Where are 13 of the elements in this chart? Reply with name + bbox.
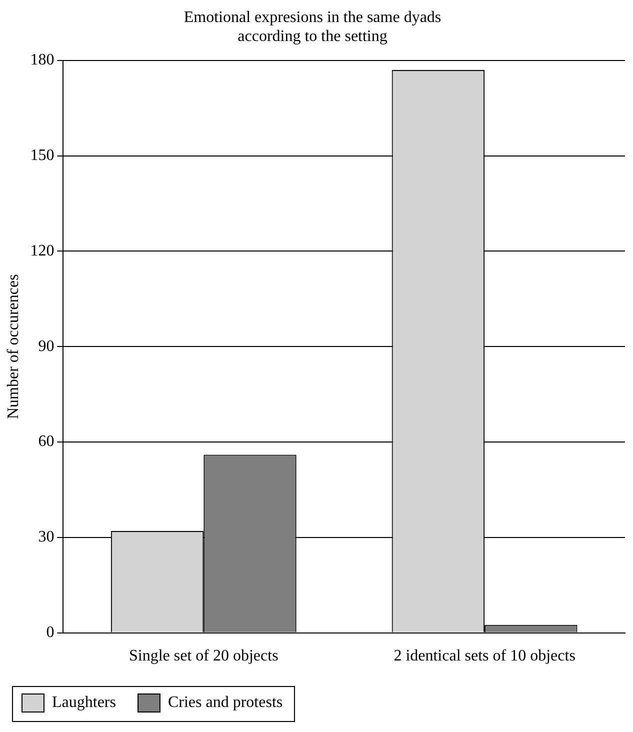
y-tick-label: 60 <box>38 433 54 450</box>
chart-title: Emotional expresions in the same dyads according to the setting <box>184 8 442 46</box>
y-tick-label: 150 <box>30 147 54 164</box>
x-tick-label: 2 identical sets of 10 objects <box>394 648 576 665</box>
legend-label: Cries and protests <box>168 694 283 712</box>
y-tick-label: 90 <box>38 338 54 355</box>
x-tick-label: Single set of 20 objects <box>128 648 278 665</box>
y-tick-label: 0 <box>46 624 54 642</box>
y-tick-label: 30 <box>38 528 54 546</box>
legend-label: Laughters <box>52 694 116 712</box>
y-axis-title: Number of occurences <box>4 274 22 420</box>
y-tick-label: 180 <box>30 52 54 69</box>
y-tick-label: 120 <box>30 242 54 260</box>
